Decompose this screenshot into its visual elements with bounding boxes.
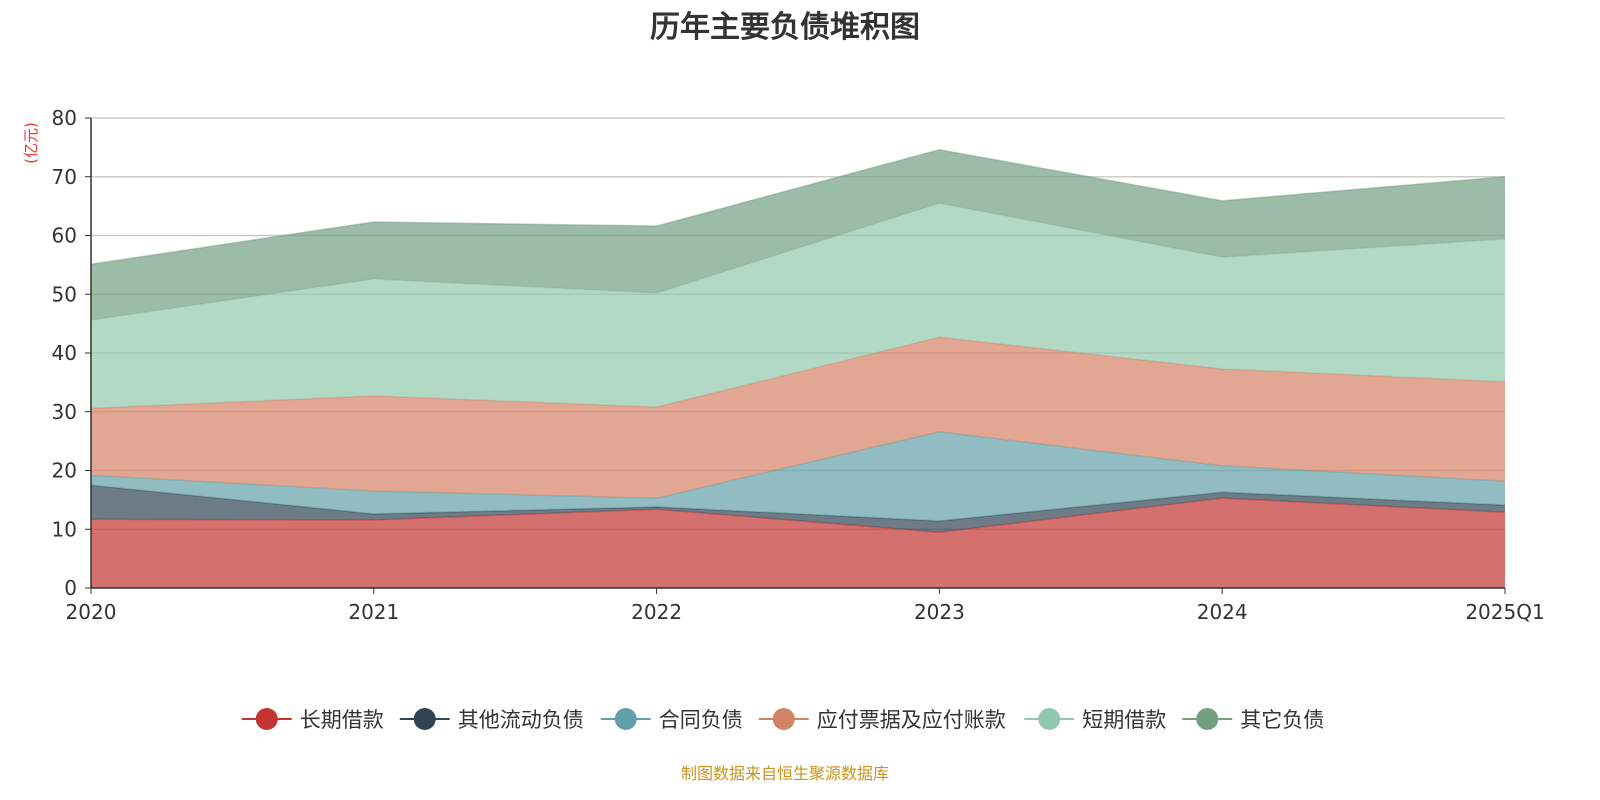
y-tick-label: 0 xyxy=(64,576,77,600)
data-source-footer: 制图数据来自恒生聚源数据库 xyxy=(681,764,889,783)
legend-item-5[interactable]: 其它负债 xyxy=(1182,708,1324,732)
x-tick-label: 2020 xyxy=(66,600,117,624)
legend-item-2[interactable]: 合同负债 xyxy=(600,708,743,732)
legend-label: 其他流动负债 xyxy=(458,708,584,732)
legend-marker-icon xyxy=(413,708,436,730)
x-tick-label: 2024 xyxy=(1197,600,1248,624)
legend-label: 合同负债 xyxy=(659,708,743,732)
legend-item-0[interactable]: 长期借款 xyxy=(241,708,384,732)
x-tick-label: 2023 xyxy=(914,600,965,624)
area-line-series-5 xyxy=(90,148,1506,266)
y-tick-label: 10 xyxy=(52,517,77,541)
legend-marker-icon xyxy=(1038,708,1061,730)
legend-marker-icon xyxy=(255,708,278,730)
legend-item-3[interactable]: 应付票据及应付账款 xyxy=(758,708,1006,732)
y-tick-label: 40 xyxy=(52,341,77,365)
y-tick-label: 20 xyxy=(52,459,77,483)
y-tick-label: 80 xyxy=(52,106,77,130)
legend-label: 长期借款 xyxy=(300,708,384,732)
legend-item-1[interactable]: 其他流动负债 xyxy=(399,708,584,732)
x-tick-label: 2022 xyxy=(631,600,682,624)
legend-marker-icon xyxy=(1196,708,1219,730)
chart-title: 历年主要负债堆积图 xyxy=(650,10,920,45)
y-tick-label: 30 xyxy=(52,400,77,424)
y-axis-unit: (亿元) xyxy=(22,122,40,164)
legend-label: 应付票据及应付账款 xyxy=(817,708,1006,732)
y-tick-label: 50 xyxy=(52,282,77,306)
area-series-5 xyxy=(91,149,1505,321)
legend-item-4[interactable]: 短期借款 xyxy=(1024,708,1166,732)
legend-label: 其它负债 xyxy=(1240,708,1324,732)
legend-marker-icon xyxy=(614,708,637,730)
area-line-series-0 xyxy=(90,497,1506,533)
x-tick-label: 2025Q1 xyxy=(1465,600,1544,624)
y-tick-label: 60 xyxy=(52,224,77,248)
area-series-2 xyxy=(91,431,1505,522)
area-series-3 xyxy=(91,337,1505,499)
legend-marker-icon xyxy=(772,708,795,730)
area-series-0 xyxy=(91,498,1505,588)
area-line-series-2 xyxy=(90,430,1506,499)
legend-label: 短期借款 xyxy=(1082,708,1166,732)
area-series-4 xyxy=(91,203,1505,409)
y-tick-label: 70 xyxy=(52,165,77,189)
x-tick-label: 2021 xyxy=(348,600,399,624)
